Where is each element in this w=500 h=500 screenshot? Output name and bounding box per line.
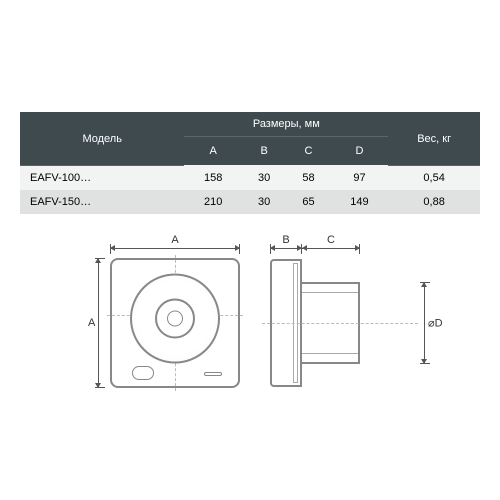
cell-b: 30 — [242, 190, 286, 214]
col-model: Модель — [20, 112, 184, 165]
front-view: A A — [90, 238, 240, 388]
cell-d: 97 — [331, 165, 389, 190]
cell-model: EAFV-100… — [20, 165, 184, 190]
cell-model: EAFV-150… — [20, 190, 184, 214]
dim-d: ⌀D — [414, 282, 444, 364]
sensor-icon — [132, 366, 154, 380]
table-group-row: Модель Размеры, мм Вес, кг — [20, 112, 480, 137]
table-row: EAFV-100… 158 30 58 97 0,54 — [20, 165, 480, 190]
dim-left-a: A — [90, 258, 110, 388]
dim-label-b: B — [279, 234, 292, 246]
cell-b: 30 — [242, 165, 286, 190]
cell-d: 149 — [331, 190, 389, 214]
diagram-area: A A — [20, 238, 480, 388]
dim-label-a-left: A — [88, 316, 95, 330]
dim-b: B — [270, 238, 302, 258]
front-panel — [110, 258, 240, 388]
cell-weight: 0,88 — [388, 190, 480, 214]
col-dims-group: Размеры, мм — [184, 112, 388, 137]
cell-a: 158 — [184, 165, 242, 190]
dim-label-d: ⌀D — [428, 315, 443, 330]
col-a: A — [184, 137, 242, 166]
cell-weight: 0,54 — [388, 165, 480, 190]
dim-label-a-top: A — [168, 234, 181, 246]
content-wrapper: Модель Размеры, мм Вес, кг A B C D EAFV-… — [20, 112, 480, 388]
cell-a: 210 — [184, 190, 242, 214]
fan-hub-icon — [167, 310, 183, 326]
cell-c: 65 — [286, 190, 330, 214]
fan-ring-inner-icon — [155, 298, 195, 338]
slot-icon — [204, 372, 222, 376]
spec-table: Модель Размеры, мм Вес, кг A B C D EAFV-… — [20, 112, 480, 214]
dim-c: C — [302, 238, 360, 258]
table-row: EAFV-150… 210 30 65 149 0,88 — [20, 190, 480, 214]
col-d: D — [331, 137, 389, 166]
side-view: B C ⌀D — [270, 238, 410, 388]
dim-label-c: C — [324, 234, 338, 246]
fan-ring-outer-icon — [130, 273, 220, 363]
cell-c: 58 — [286, 165, 330, 190]
col-weight: Вес, кг — [388, 112, 480, 165]
col-c: C — [286, 137, 330, 166]
col-b: B — [242, 137, 286, 166]
